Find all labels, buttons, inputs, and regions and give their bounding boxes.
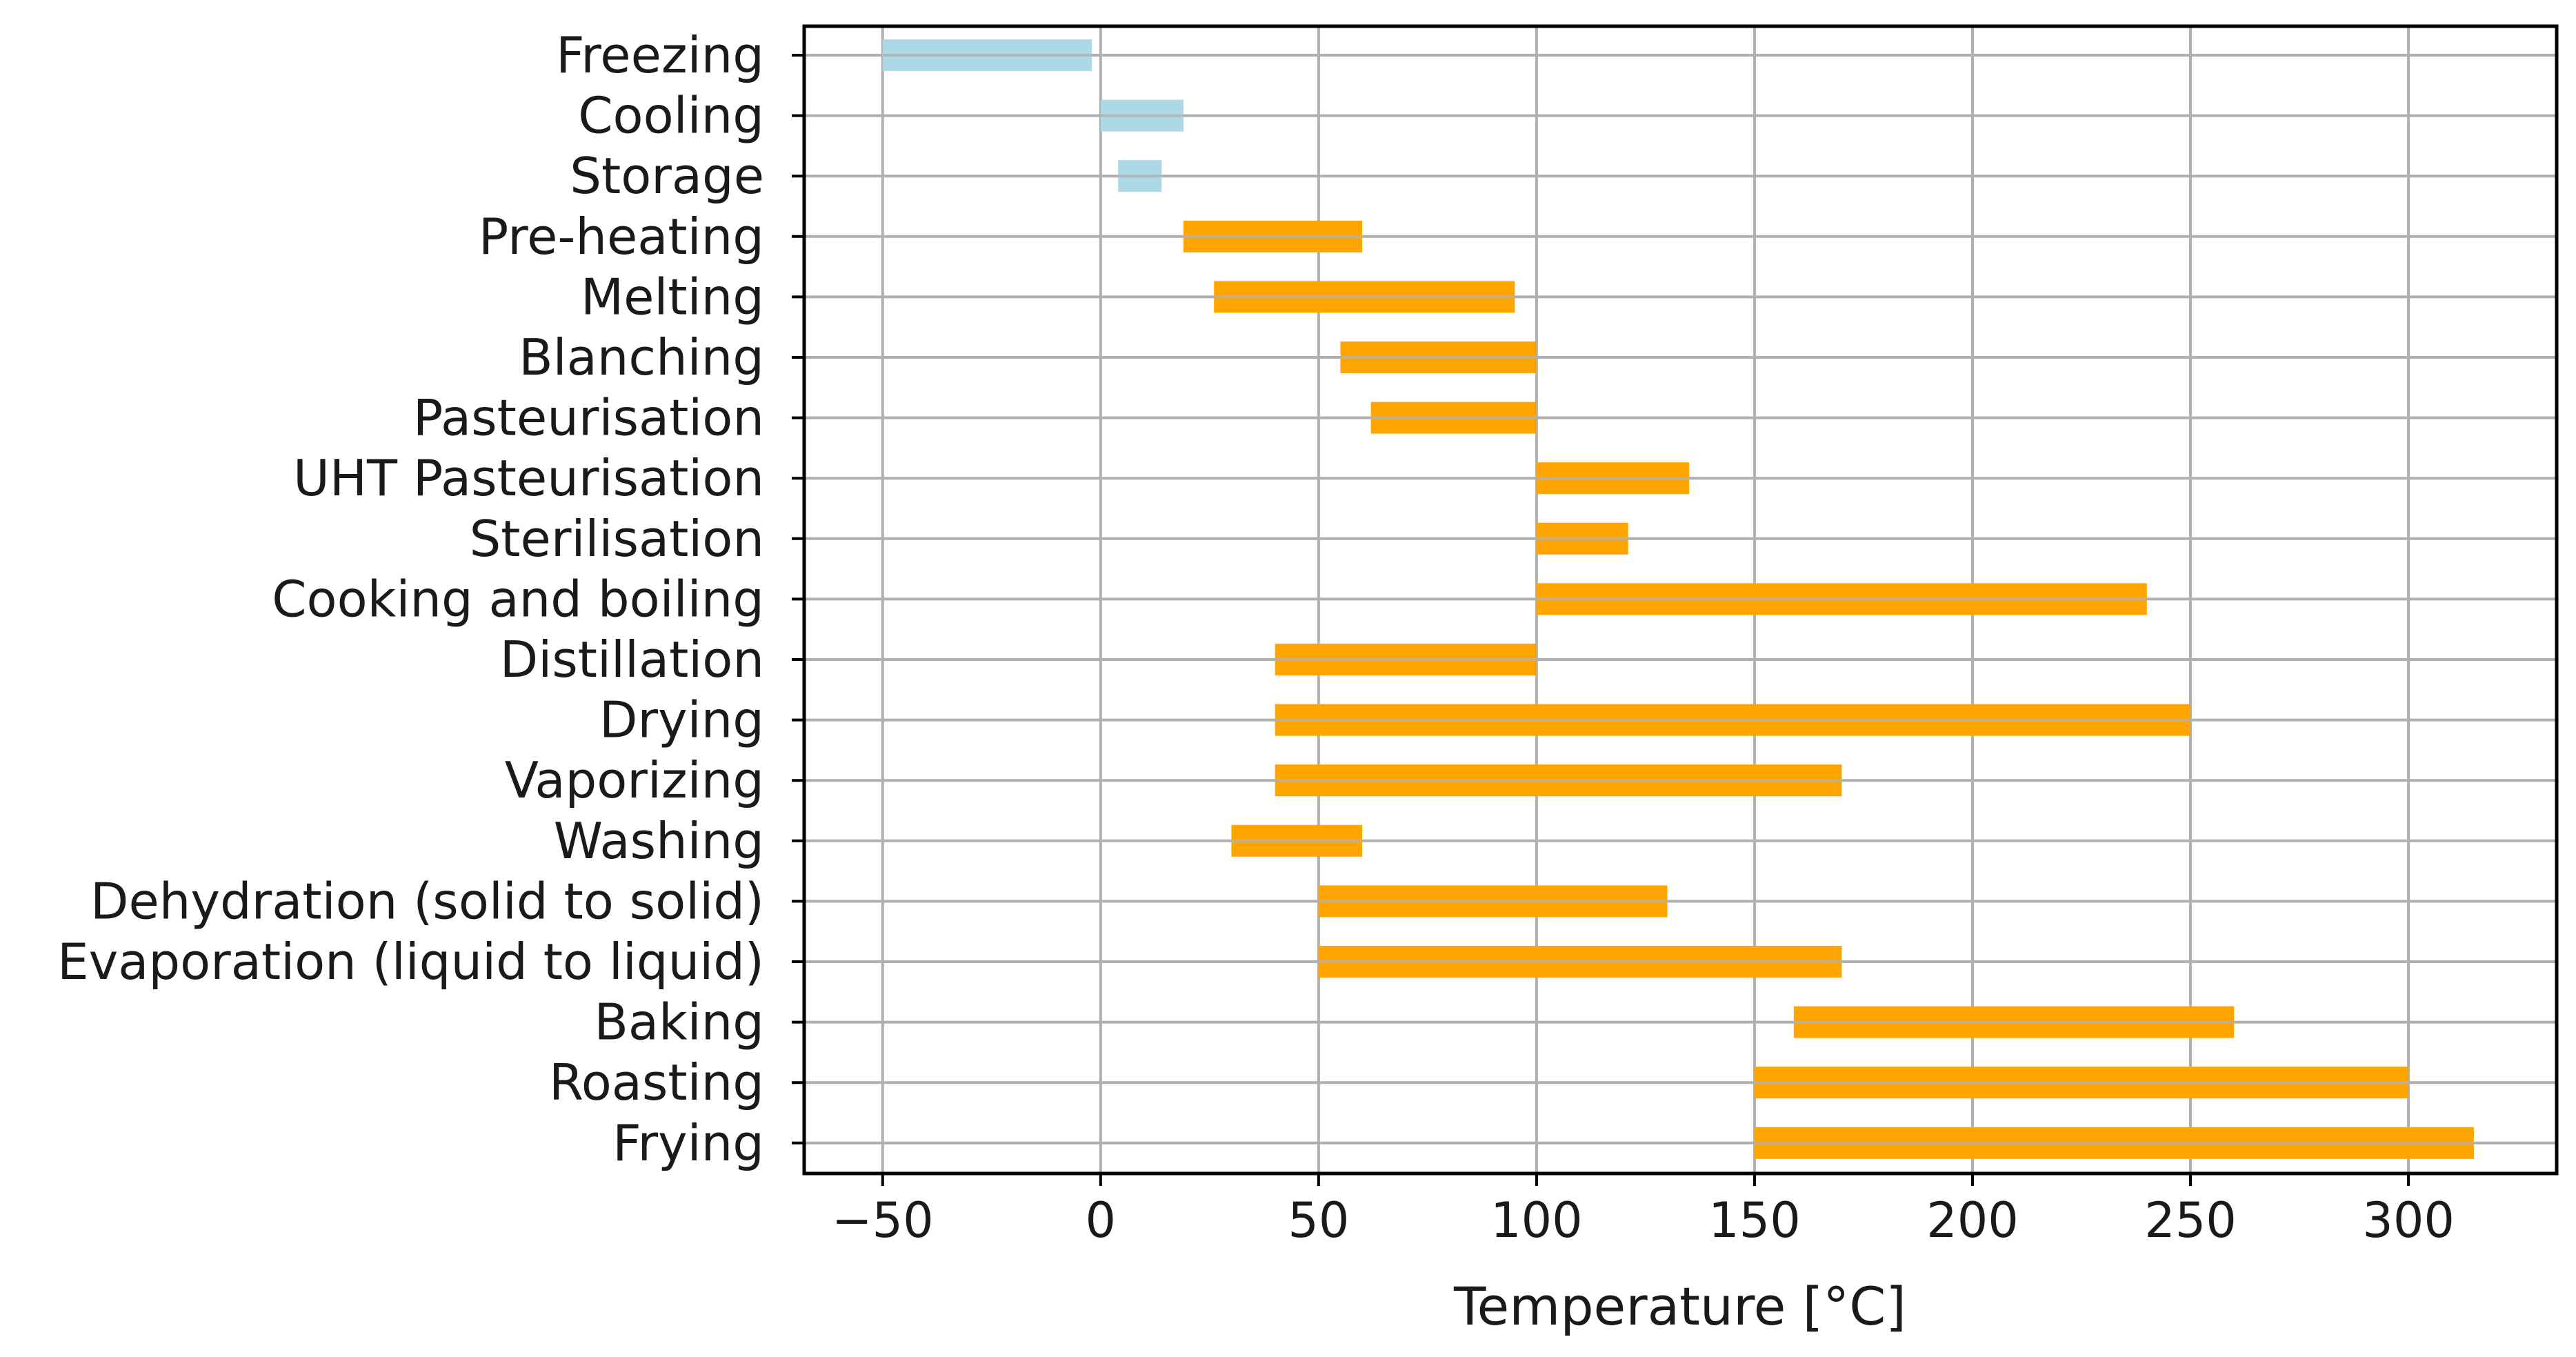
category-label: Vaporizing xyxy=(505,751,764,809)
x-axis-title: Temperature [°C] xyxy=(1453,1276,1906,1337)
category-label: Frying xyxy=(612,1114,764,1172)
category-label: Baking xyxy=(594,993,764,1051)
category-label: Evaporation (liquid to liquid) xyxy=(57,933,764,991)
category-label: Blanching xyxy=(519,328,764,386)
x-tick-label: 50 xyxy=(1288,1192,1349,1249)
x-tick-label: 200 xyxy=(1926,1192,2019,1249)
bars-layer xyxy=(882,39,2474,1159)
x-tick-label: 300 xyxy=(2362,1192,2455,1249)
x-tick-label: 100 xyxy=(1490,1192,1583,1249)
category-label: Pasteurisation xyxy=(413,389,764,447)
category-label: Drying xyxy=(599,691,764,749)
ticks-layer xyxy=(792,54,2410,1186)
category-label: UHT Pasteurisation xyxy=(293,449,764,507)
category-label: Distillation xyxy=(500,631,764,689)
category-label: Roasting xyxy=(549,1053,764,1111)
category-label: Washing xyxy=(554,812,764,870)
category-label: Pre-heating xyxy=(479,208,764,266)
x-tick-label: 0 xyxy=(1086,1192,1117,1249)
x-tick-label: 150 xyxy=(1708,1192,1801,1249)
category-label: Melting xyxy=(581,268,764,326)
category-label: Cooling xyxy=(578,87,764,145)
category-label: Storage xyxy=(570,147,764,205)
labels-layer: −50 0 50 100 150 200 250 300 FreezingCoolingStor… xyxy=(57,26,2455,1249)
x-tick-label: 250 xyxy=(2144,1192,2237,1249)
category-label: Sterilisation xyxy=(470,510,764,568)
category-label: Freezing xyxy=(556,26,764,84)
category-label: Dehydration (solid to solid) xyxy=(90,872,764,930)
x-tick-label: −50 xyxy=(832,1192,934,1249)
category-label: Cooking and boiling xyxy=(272,570,764,628)
